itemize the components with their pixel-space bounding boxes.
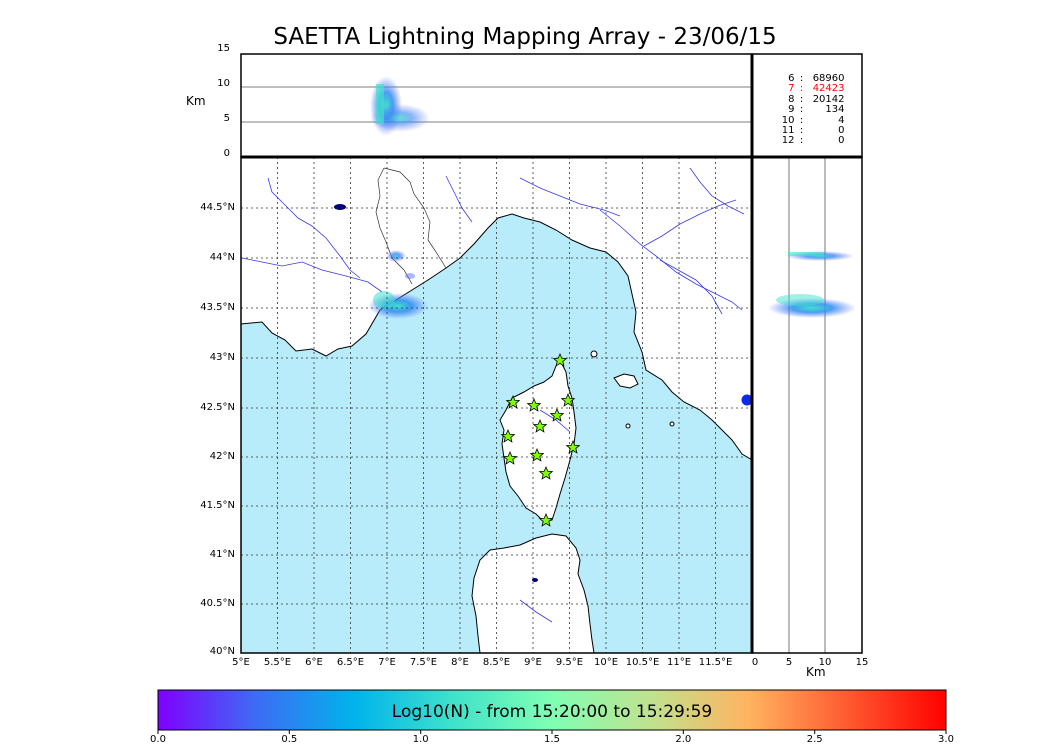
station-marker [505,394,521,409]
stats-level: 7 [788,83,795,95]
stats-row: 10:4 [755,114,860,126]
top-ytick: 0 [223,148,230,159]
lon-tick: 11°E [666,657,692,668]
colorbar-tick: 0.0 [150,734,166,745]
stats-row-highlighted: 7:42423 [755,83,860,95]
lon-tick: 10°E [593,657,619,668]
stats-count: 134 [825,104,845,116]
stats-level: 10 [781,114,795,126]
stats-row: 9:134 [755,104,860,116]
lon-tick: 8.5°E [482,657,511,668]
station-marker [538,465,554,480]
stats-count: 68960 [812,73,845,84]
lat-tick: 42°N [209,451,235,462]
colorbar-tick: 0.5 [281,734,298,745]
station-marker [560,392,576,407]
station-marker [532,418,548,433]
stats-count: 4 [838,114,845,126]
station-marker [529,447,545,462]
stats-row: 8:20142 [755,93,860,105]
lon-tick: 9.5°E [555,657,584,668]
altitude-longitude-panel [240,53,753,158]
colorbar-tick: 2.0 [675,734,692,745]
lat-tick: 44°N [209,252,235,263]
stats-level: 11 [781,125,795,137]
station-marker [538,512,554,527]
station-dot [741,394,753,406]
colorbar-tick: 1.0 [412,734,429,745]
lat-tick: 43.5°N [200,302,235,313]
map-gridlines [241,157,752,653]
stats-count: 20142 [812,93,845,105]
stats-count: 0 [838,135,845,147]
station-marker [500,428,516,443]
right-panel-xlabel: Km [806,665,826,679]
station-marker [565,439,581,454]
right-xtick: 10 [818,657,832,668]
lon-tick: 11.5°E [698,657,733,668]
right-xtick: 0 [751,657,759,668]
lat-tick: 41°N [209,549,235,560]
stats-count: 0 [838,125,845,137]
map-panel [240,156,753,654]
border-line [375,167,447,285]
lat-tick: 40°N [209,646,235,657]
lon-tick: 10.5°E [625,657,660,668]
lon-tick: 9°E [524,657,542,668]
stats-level: 8 [788,93,795,105]
right-xtick: 15 [855,657,869,668]
station-marker [552,352,568,367]
colorbar-tick: 1.5 [544,734,560,745]
lon-tick: 8°E [451,657,469,668]
top-ytick: 10 [217,78,230,89]
lat-tick: 41.5°N [200,500,235,511]
right-xtick: 5 [785,657,793,668]
lat-tick: 42.5°N [200,402,235,413]
stats-level: 12 [781,135,795,147]
stats-level: 6 [788,73,795,84]
storm-cell-north [386,250,406,262]
colorbar-label: Log10(N) - from 15:20:00 to 15:29:59 [391,702,713,722]
stats-row: 12:0 [755,135,860,147]
lat-tick: 40.5°N [200,598,235,609]
lon-tick: 7°E [378,657,396,668]
stats-level: 9 [788,104,795,116]
rivers [241,167,745,623]
source-power-stats: 6:68960 7:42423 8:20142 9:134 10:4 11:0 … [755,73,860,147]
lon-tick: 6°E [305,657,323,668]
elba-island [613,373,639,389]
colorbar-tick: 3.0 [938,734,954,745]
lon-tick: 5°E [232,657,250,668]
lon-tick: 5.5°E [263,657,292,668]
lon-tick: 6.5°E [336,657,365,668]
station-markers [500,352,581,527]
station-marker [549,407,565,422]
stats-row: 6:68960 [755,73,860,84]
chart-title: SAETTA Lightning Mapping Array - 23/06/1… [273,24,777,50]
top-panel-ylabel: Km [186,94,206,108]
latitude-altitude-panel [741,156,863,654]
station-marker [526,397,542,412]
top-ytick: 15 [217,43,230,54]
stats-row: 11:0 [755,125,860,137]
top-ytick: 5 [223,113,230,124]
lon-tick: 7.5°E [409,657,438,668]
stats-count: 42423 [812,83,845,95]
colorbar-tick: 2.5 [806,734,823,745]
colorbar [157,689,947,734]
lat-tick: 44.5°N [200,202,235,213]
station-marker [502,450,518,465]
lat-tick: 43°N [209,352,235,363]
